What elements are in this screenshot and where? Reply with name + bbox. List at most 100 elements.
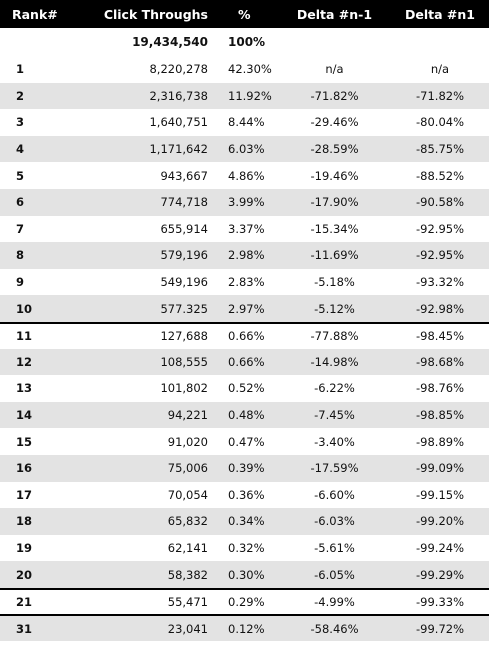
header-rank: Rank# [12, 6, 58, 22]
header-delta-first: Delta #n1 [405, 6, 475, 22]
delta-prev-cell: -7.45% [314, 408, 355, 423]
rank-cell: 4 [16, 142, 25, 157]
table-row: 5 943,667 4.86% -19.46% -88.52% [0, 162, 489, 189]
table-row: 15 91,020 0.47% -3.40% -98.89% [0, 428, 489, 455]
click-throughs-cell: 91,020 [167, 434, 208, 449]
percent-cell: 6.03% [228, 142, 265, 157]
header-delta-prev: Delta #n-1 [296, 6, 373, 22]
delta-prev-cell: -6.03% [314, 514, 355, 529]
total-percent: 100% [228, 35, 266, 49]
click-throughs-cell: 1,640,751 [149, 115, 208, 130]
delta-first-cell: -98.85% [416, 408, 464, 423]
table-row: 7 655,914 3.37% -15.34% -92.95% [0, 216, 489, 243]
click-throughs-cell: 62,141 [167, 540, 208, 555]
delta-first-cell: -99.33% [416, 595, 464, 610]
percent-cell: 0.66% [228, 354, 265, 369]
delta-prev-cell: -4.99% [314, 595, 355, 610]
percent-cell: 4.86% [228, 168, 265, 183]
table-row: 17 70,054 0.36% -6.60% -99.15% [0, 482, 489, 509]
table-row: 19 62,141 0.32% -5.61% -99.24% [0, 535, 489, 562]
rank-cell: 1 [16, 62, 25, 77]
percent-cell: 0.47% [228, 434, 265, 449]
header-click-throughs: Click Throughs [103, 6, 208, 22]
table-row: 10 577.325 2.97% -5.12% -92.98% [0, 295, 489, 322]
click-throughs-cell: 70,054 [167, 487, 208, 502]
delta-prev-cell: -28.59% [310, 142, 359, 157]
rank-cell: 12 [16, 354, 33, 369]
total-clicks: 19,434,540 [132, 35, 208, 49]
rank-cell: 21 [16, 595, 33, 610]
percent-cell: 0.39% [228, 461, 265, 476]
delta-first-cell: -80.04% [416, 115, 464, 130]
delta-first-cell: -92.98% [416, 301, 464, 316]
table-body: 1 8,220,278 42.30% n/a n/a 2 2,316,738 11.92% -7… [0, 56, 489, 642]
percent-cell: 2.97% [228, 301, 265, 316]
delta-prev-cell: -6.22% [314, 381, 355, 396]
delta-first-cell: -98.89% [416, 434, 464, 449]
table-row: 20 58,382 0.30% -6.05% -99.29% [0, 561, 489, 588]
delta-first-cell: -99.29% [416, 567, 464, 582]
rank-cell: 14 [16, 408, 33, 423]
table-row: 2 2,316,738 11.92% -71.82% -71.82% [0, 82, 489, 110]
delta-first-cell: -99.72% [416, 621, 464, 636]
percent-cell: 0.30% [228, 567, 265, 582]
delta-prev-cell: -3.40% [314, 434, 355, 449]
click-throughs-cell: 101,802 [160, 381, 208, 396]
delta-prev-cell: -17.59% [310, 461, 359, 476]
delta-prev-cell: -5.12% [314, 301, 355, 316]
click-throughs-table: Rank# Click Throughs % Delta #n-1 Delta … [0, 0, 489, 642]
rank-cell: 20 [16, 567, 33, 582]
delta-prev-cell: -6.05% [314, 567, 355, 582]
delta-prev-cell: -29.46% [310, 115, 359, 130]
delta-prev-cell: -5.61% [314, 540, 355, 555]
table-row: 6 774,718 3.99% -17.90% -90.58% [0, 188, 489, 216]
rank-cell: 2 [16, 88, 25, 103]
table-row: 21 55,471 0.29% -4.99% -99.33% [0, 587, 489, 615]
delta-prev-cell: -19.46% [310, 168, 359, 183]
rank-cell: 16 [16, 461, 33, 476]
table-row: 18 65,832 0.34% -6.03% -99.20% [0, 508, 489, 535]
rank-cell: 15 [16, 434, 33, 449]
click-throughs-cell: 577.325 [160, 301, 208, 316]
header-percent: % [238, 6, 251, 22]
total-row: 19,434,540 100% [0, 28, 489, 56]
delta-first-cell: -92.95% [416, 221, 464, 236]
click-throughs-cell: 943,667 [160, 168, 208, 183]
click-throughs-cell: 579,196 [160, 248, 208, 263]
rank-cell: 10 [16, 301, 33, 316]
table-row: 8 579,196 2.98% -11.69% -92.95% [0, 242, 489, 269]
click-throughs-cell: 774,718 [160, 195, 208, 210]
percent-cell: 0.66% [228, 329, 265, 344]
click-throughs-cell: 549,196 [160, 275, 208, 290]
percent-cell: 0.52% [228, 381, 265, 396]
table-row: 4 1,171,642 6.03% -28.59% -85.75% [0, 135, 489, 163]
rank-cell: 13 [16, 381, 33, 396]
percent-cell: 0.29% [228, 595, 265, 610]
delta-first-cell: -92.95% [416, 248, 464, 263]
rank-cell: 31 [16, 621, 33, 636]
table-row: 13 101,802 0.52% -6.22% -98.76% [0, 375, 489, 402]
rank-cell: 5 [16, 168, 25, 183]
percent-cell: 3.99% [228, 195, 265, 210]
delta-prev-cell: -11.69% [310, 248, 359, 263]
percent-cell: 0.32% [228, 540, 265, 555]
percent-cell: 0.36% [228, 487, 265, 502]
rank-cell: 7 [16, 221, 25, 236]
percent-cell: 0.34% [228, 514, 265, 529]
delta-first-cell: -99.09% [416, 461, 464, 476]
delta-prev-cell: -58.46% [310, 621, 359, 636]
table-row: 3 1,640,751 8.44% -29.46% -80.04% [0, 109, 489, 136]
rank-cell: 18 [16, 514, 33, 529]
click-throughs-cell: 655,914 [160, 221, 208, 236]
click-throughs-cell: 127,688 [160, 329, 208, 344]
delta-first-cell: -99.15% [416, 487, 464, 502]
delta-prev-cell: -71.82% [310, 88, 359, 103]
delta-prev-cell: -14.98% [310, 354, 359, 369]
click-throughs-cell: 94,221 [167, 408, 208, 423]
delta-first-cell: -98.76% [416, 381, 464, 396]
delta-prev-cell: -15.34% [310, 221, 359, 236]
delta-prev-cell: -6.60% [314, 487, 355, 502]
rank-cell: 19 [16, 540, 33, 555]
rank-cell: 6 [16, 195, 25, 210]
delta-first-cell: n/a [430, 62, 450, 77]
